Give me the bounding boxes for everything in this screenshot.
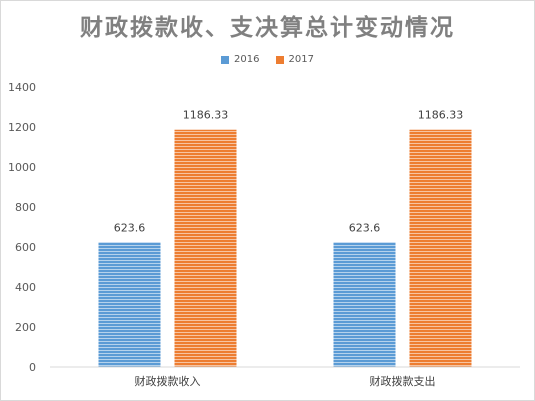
- legend-swatch-2017: [275, 55, 284, 64]
- legend-item-2017: 2017: [275, 54, 314, 65]
- y-tick-label: 200: [15, 321, 36, 334]
- data-label-2016-0: 623.6: [114, 221, 146, 234]
- y-tick-label: 800: [15, 201, 36, 214]
- data-label-2017-0: 1186.33: [183, 109, 229, 122]
- x-axis: 财政拨款收入 财政拨款支出: [50, 366, 520, 388]
- bar-2016-0: [98, 242, 161, 367]
- data-label-2017-1: 1186.33: [418, 109, 464, 122]
- bars: [98, 129, 472, 367]
- y-tick-label: 1200: [8, 121, 36, 134]
- bar-2017-1: [409, 129, 472, 367]
- x-category-label: 财政拨款支出: [370, 374, 436, 388]
- chart-title: 财政拨款收、支决算总计变动情况: [80, 14, 455, 41]
- bar-2016-1: [333, 242, 396, 367]
- y-tick-label: 600: [15, 241, 36, 254]
- x-category-label: 财政拨款收入: [135, 374, 201, 388]
- data-label-2016-1: 623.6: [349, 221, 381, 234]
- legend-label-2016: 2016: [234, 54, 260, 65]
- y-tick-label: 1000: [8, 161, 36, 174]
- y-tick-label: 0: [29, 361, 36, 374]
- y-tick-label: 400: [15, 281, 36, 294]
- legend-swatch-2016: [221, 55, 230, 64]
- legend: 2016 2017: [0, 54, 535, 65]
- y-axis: 0 200 400 600 800 1000 1200 1400: [8, 81, 36, 374]
- legend-label-2017: 2017: [288, 54, 314, 65]
- y-tick-label: 1400: [8, 81, 36, 94]
- bar-2017-0: [174, 129, 237, 367]
- legend-item-2016: 2016: [221, 54, 260, 65]
- data-labels: 623.6 1186.33 623.6 1186.33: [114, 109, 464, 235]
